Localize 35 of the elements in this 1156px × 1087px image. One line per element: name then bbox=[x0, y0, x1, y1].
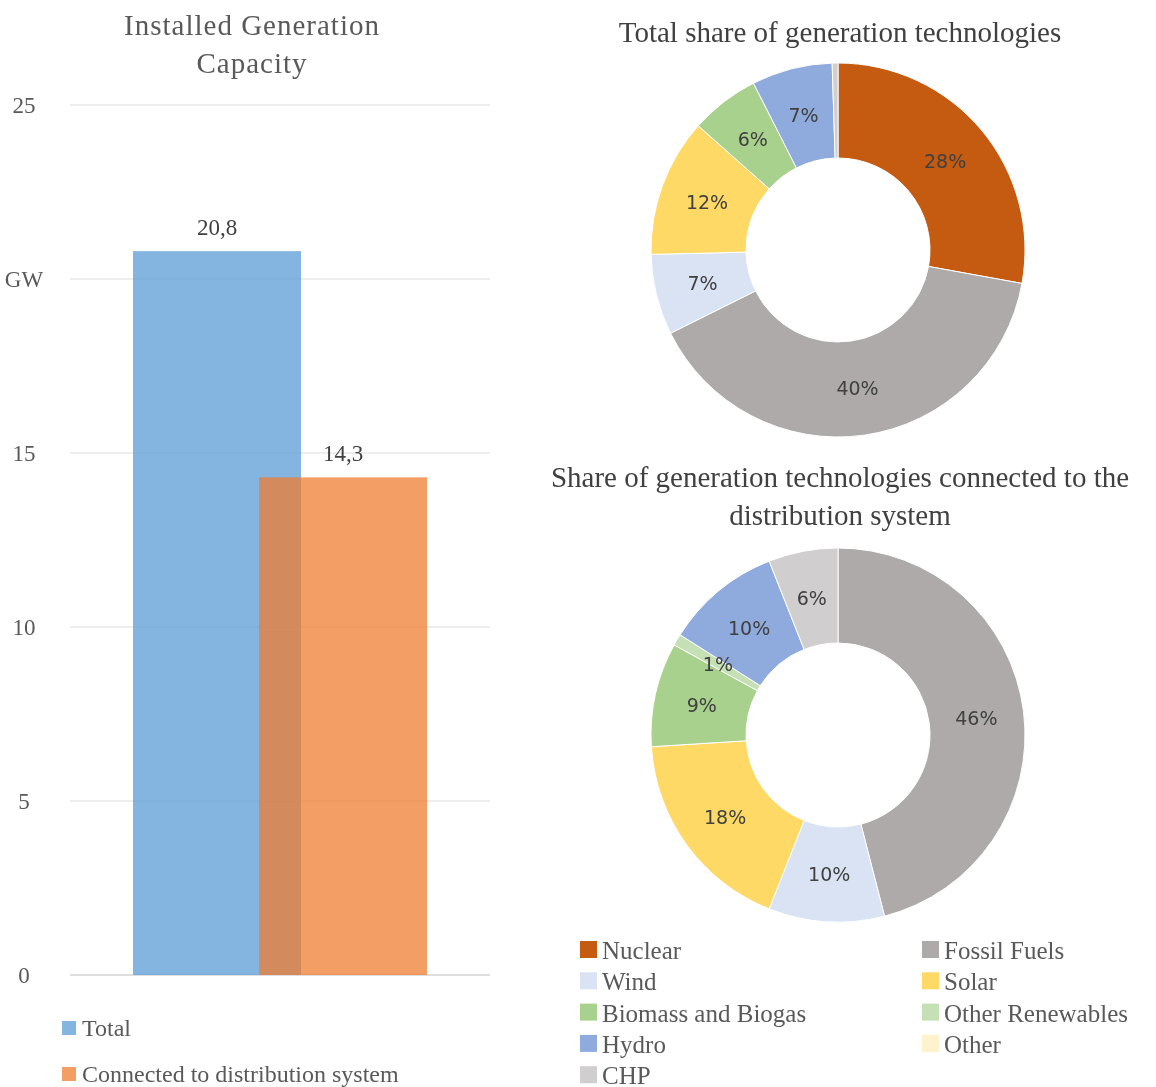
legend-label: Other Renewables bbox=[944, 999, 1128, 1027]
y-tick-label: 15 bbox=[12, 441, 36, 466]
data-label: 14,3 bbox=[322, 441, 364, 467]
legend-label: Solar bbox=[944, 968, 998, 996]
data-label: 10% bbox=[808, 863, 851, 886]
legend-label: Nuclear bbox=[602, 937, 682, 964]
legend-label: Hydro bbox=[602, 1030, 666, 1058]
data-label: 7% bbox=[687, 272, 718, 295]
data-label: 7% bbox=[788, 103, 819, 126]
data-label: 46% bbox=[955, 706, 998, 729]
legend-label: Biomass and Biogas bbox=[602, 999, 807, 1027]
data-label: 10% bbox=[727, 616, 771, 639]
legend-label: Other bbox=[944, 1030, 1002, 1058]
y-tick-label: 25 bbox=[12, 93, 36, 118]
legend-label: Total bbox=[82, 1015, 132, 1041]
chart-title: Installed Generation Capacity bbox=[124, 9, 380, 79]
legend-label: Connected to distribution system bbox=[82, 1061, 399, 1087]
data-label: 40% bbox=[836, 377, 879, 400]
data-label: 28% bbox=[923, 149, 967, 172]
chart-title: Share of generation technologies connected to the distribution system bbox=[550, 461, 1130, 531]
legend-label: Fossil Fuels bbox=[944, 937, 1065, 964]
chart-title: Total share of generation technologies bbox=[618, 16, 1062, 48]
data-label: 20,8 bbox=[196, 215, 238, 241]
y-tick-label: 0 bbox=[18, 963, 30, 988]
data-label: 12% bbox=[685, 190, 729, 213]
legend-label: Wind bbox=[602, 968, 658, 996]
y-tick-label: 10 bbox=[12, 615, 36, 640]
y-tick-label: GW bbox=[4, 267, 44, 292]
data-label: 1% bbox=[702, 652, 733, 675]
data-label: 9% bbox=[686, 693, 717, 716]
data-label: 18% bbox=[704, 806, 747, 828]
data-label: 6% bbox=[796, 586, 827, 609]
data-label: 6% bbox=[737, 128, 768, 151]
y-tick-label: 5 bbox=[18, 789, 30, 814]
legend-label: CHP bbox=[602, 1062, 651, 1087]
